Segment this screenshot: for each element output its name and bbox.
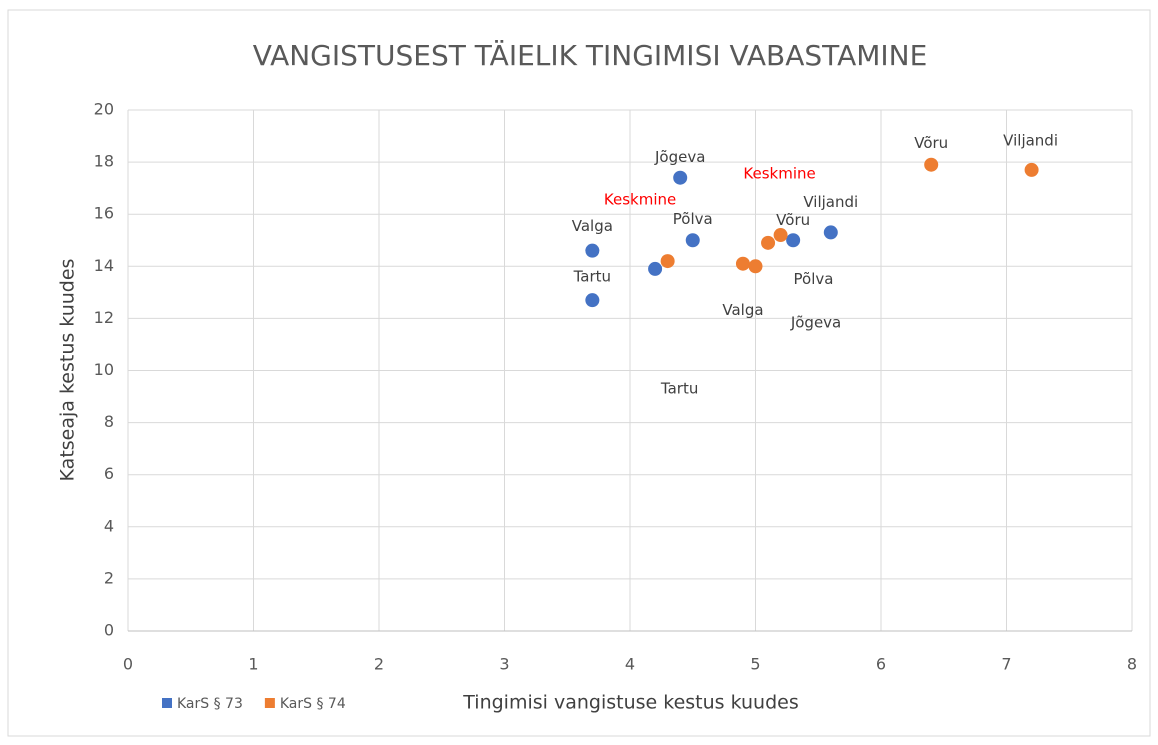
legend-swatch <box>264 698 275 708</box>
y-tick-label: 18 <box>94 152 114 171</box>
y-axis-title: Katseaja kestus kuudes <box>57 259 79 482</box>
y-tick-label: 20 <box>94 100 114 119</box>
point-label: Jõgeva <box>654 148 705 166</box>
x-tick-label: 2 <box>374 655 384 674</box>
point-label: Viljandi <box>803 193 858 211</box>
point <box>585 243 600 258</box>
point <box>1024 162 1039 177</box>
point <box>685 233 700 248</box>
point <box>673 170 688 185</box>
x-tick-label: 0 <box>123 655 133 674</box>
point <box>924 157 939 172</box>
point <box>585 293 600 308</box>
point <box>823 225 838 240</box>
point-label: Keskmine <box>604 190 676 208</box>
chart-title: VANGISTUSEST TÄIELIK TINGIMISI VABASTAMI… <box>253 39 928 72</box>
point-label: Tartu <box>660 380 698 398</box>
y-tick-label: 4 <box>104 516 114 535</box>
point-label: Jõgeva <box>790 313 841 331</box>
x-tick-label: 5 <box>750 655 760 674</box>
y-tick-label: 10 <box>94 360 114 379</box>
x-tick-label: 3 <box>499 655 509 674</box>
point <box>786 233 801 248</box>
point-label: Tartu <box>573 268 611 286</box>
y-tick-label: 8 <box>104 412 114 431</box>
x-tick-label: 7 <box>1001 655 1011 674</box>
y-tick-label: 16 <box>94 204 114 223</box>
chart-border <box>7 9 1151 737</box>
point-label: Valga <box>722 301 763 319</box>
point <box>648 261 663 276</box>
point <box>773 228 788 243</box>
point <box>735 256 750 271</box>
legend-label: KarS § 74 <box>280 696 346 712</box>
point-label: Keskmine <box>743 165 815 183</box>
y-tick-label: 2 <box>104 568 114 587</box>
point <box>660 254 675 269</box>
x-tick-label: 8 <box>1127 655 1137 674</box>
y-tick-label: 6 <box>104 464 114 483</box>
x-tick-label: 6 <box>876 655 886 674</box>
point <box>761 235 776 250</box>
y-tick-label: 14 <box>94 256 114 275</box>
point-label: Põlva <box>673 210 713 228</box>
x-tick-label: 1 <box>248 655 258 674</box>
point-label: Valga <box>572 217 613 235</box>
legend-label: KarS § 73 <box>177 696 243 712</box>
x-axis-title: Tingimisi vangistuse kestus kuudes <box>462 692 798 714</box>
x-tick-label: 4 <box>625 655 635 674</box>
point-label: Viljandi <box>1003 131 1058 149</box>
point-label: Võru <box>776 211 810 229</box>
y-tick-label: 0 <box>104 621 114 640</box>
y-tick-label: 12 <box>94 308 114 327</box>
legend-swatch <box>162 698 172 708</box>
point-label: Võru <box>914 134 948 152</box>
point <box>748 259 763 274</box>
point-label: Põlva <box>794 270 834 288</box>
